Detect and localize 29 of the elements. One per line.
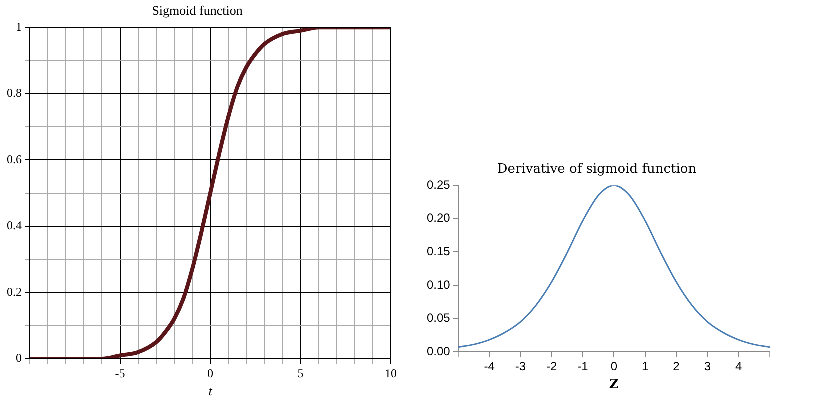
y-tick-label: 0.05 [426,311,451,326]
y-tick-label: 0.4 [7,218,22,233]
y-tick-label: 0.10 [426,278,451,292]
x-tick-label: 10 [385,366,397,380]
x-tick-label: 3 [704,360,712,374]
line-series [458,186,770,348]
y-tick-label: 1 [16,20,22,34]
x-tick-label: 0 [208,366,214,380]
y-tick-label: 0.25 [426,178,451,192]
x-axis-title: Z [609,378,620,393]
x-tick-label: 4 [735,360,742,374]
x-tick-label: -1 [578,360,589,374]
x-tick-label: 2 [673,360,680,374]
x-tick-label: 5 [298,366,304,380]
y-tick-label: 0.8 [7,86,22,100]
x-tick-label: -5 [115,366,126,380]
chart-title: Sigmoid function [152,3,244,18]
y-tick-label: 0.15 [426,244,451,258]
y-tick-label: 0.20 [426,211,451,226]
x-axis-title: t [208,384,213,399]
x-tick-label: 0 [610,360,618,374]
y-tick-label: 0.00 [426,344,451,358]
x-tick-label: 1 [642,360,649,374]
y-tick-label: 0.6 [7,152,22,166]
chart-title: Derivative of sigmoid function [497,162,698,178]
x-tick-label: -3 [515,360,526,374]
y-tick-label: 0.2 [7,284,22,299]
x-tick-label: -2 [546,360,558,374]
x-tick-label: -4 [484,360,496,374]
